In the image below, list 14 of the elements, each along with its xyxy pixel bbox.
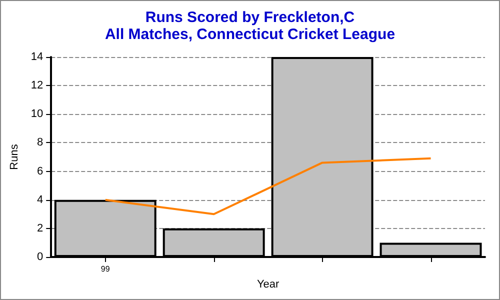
y-tick-label: 14 — [30, 51, 44, 63]
y-tick-label: 8 — [37, 136, 44, 149]
y-tick-label: 4 — [37, 194, 44, 206]
y-axis-title: Runs — [8, 144, 20, 170]
chart-title: Runs Scored by Freckleton,C — [145, 9, 355, 26]
y-tick-label: 10 — [30, 108, 44, 120]
y-tick-label: 12 — [30, 80, 44, 92]
y-tick-label: 2 — [37, 222, 44, 234]
y-tick-label: 6 — [37, 165, 44, 178]
x-tick-label: 99 — [100, 264, 110, 274]
y-tick-label: 0 — [37, 251, 44, 263]
x-axis-title: Year — [256, 278, 280, 290]
line-series — [104, 157, 432, 216]
chart-subtitle: All Matches, Connecticut Cricket League — [104, 26, 396, 43]
